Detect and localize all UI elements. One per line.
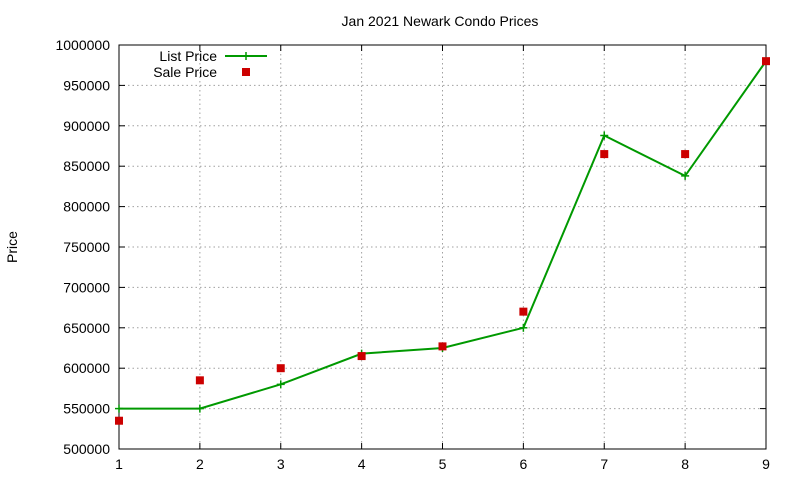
sale-price-point (195, 376, 204, 385)
sale-price-point (276, 364, 285, 373)
legend-label: List Price (159, 48, 217, 64)
y-tick-label: 500000 (63, 441, 110, 457)
y-tick-label: 650000 (63, 320, 110, 336)
x-tick-label: 9 (762, 456, 770, 472)
axes (118, 44, 767, 450)
list-price-point (600, 131, 609, 140)
list-price-point (519, 323, 528, 332)
x-tick-label: 8 (681, 456, 689, 472)
sale-price-point (115, 416, 123, 425)
legend-swatch-cross (242, 52, 250, 60)
list-price-point (195, 404, 204, 413)
x-tick-label: 1 (115, 456, 123, 472)
list-price-point (681, 171, 690, 180)
y-tick-label: 600000 (63, 360, 110, 376)
sale-price-point (519, 307, 528, 316)
y-tick-label: 950000 (63, 77, 110, 93)
y-axis-label: Price (4, 231, 20, 263)
x-tick-label: 5 (439, 456, 447, 472)
sale-price-point (438, 342, 447, 351)
sale-price-point (357, 352, 366, 361)
y-tick-label: 800000 (63, 199, 110, 215)
grid-lines (119, 45, 766, 449)
x-tick-label: 2 (196, 456, 204, 472)
y-tick-label: 900000 (63, 118, 110, 134)
y-tick-label: 850000 (63, 158, 110, 174)
legend-label: Sale Price (153, 64, 217, 80)
x-tick-label: 7 (600, 456, 608, 472)
chart-title: Jan 2021 Newark Condo Prices (342, 13, 539, 29)
list-price-point (115, 404, 123, 413)
sale-price-point (600, 150, 609, 159)
sale-price-point (762, 57, 770, 66)
y-tick-label: 700000 (63, 279, 110, 295)
y-tick-label: 1000000 (55, 37, 110, 53)
legend-swatch-square (242, 68, 250, 76)
list-price-point (276, 380, 285, 389)
x-tick-label: 3 (277, 456, 285, 472)
y-tick-label: 750000 (63, 239, 110, 255)
tick-labels: 1 2 3 4 5 6 7 8 9 500000 550000 600000 650000 700000 7… (55, 37, 770, 472)
x-tick-label: 4 (358, 456, 366, 472)
y-tick-label: 550000 (63, 401, 110, 417)
data-series (115, 57, 770, 425)
x-tick-label: 6 (519, 456, 527, 472)
sale-price-point (681, 150, 690, 159)
